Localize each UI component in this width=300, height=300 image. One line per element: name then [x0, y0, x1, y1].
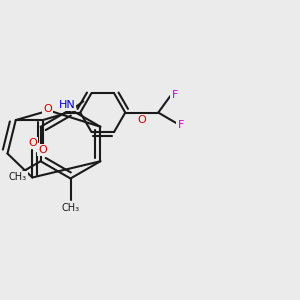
Text: F: F: [172, 90, 178, 100]
Text: O: O: [43, 104, 52, 114]
Text: O: O: [28, 138, 37, 148]
Text: F: F: [178, 120, 184, 130]
Text: O: O: [137, 115, 146, 125]
Text: HN: HN: [58, 100, 75, 110]
Text: CH₃: CH₃: [9, 172, 27, 182]
Text: O: O: [38, 145, 47, 155]
Text: CH₃: CH₃: [61, 203, 80, 213]
